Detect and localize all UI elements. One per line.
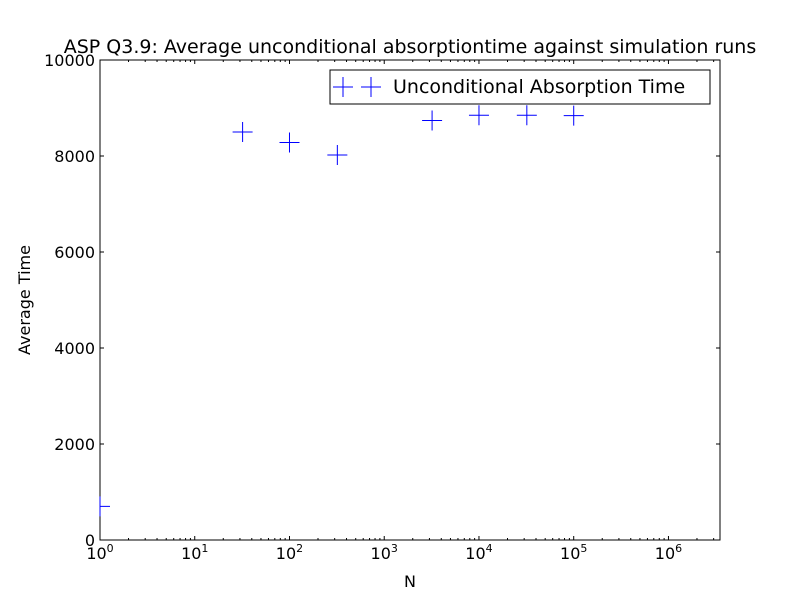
data-point (279, 132, 300, 153)
data-point (327, 145, 348, 166)
x-tick-label: 104 (465, 542, 492, 563)
x-tick-label: 103 (371, 542, 398, 563)
y-axis-label: Average Time (15, 245, 34, 355)
y-tick-label: 2000 (54, 435, 95, 454)
x-tick-label: 102 (276, 542, 303, 563)
data-point (468, 105, 489, 126)
x-tick-label: 105 (560, 542, 587, 563)
legend-box (329, 69, 711, 105)
y-tick-label: 10000 (44, 51, 95, 70)
x-axis-ticks: 100 101 102 103 104 105 106 (86, 60, 682, 563)
y-axis-ticks: 0 2000 4000 6000 8000 10000 (44, 51, 720, 550)
x-tick-label: 106 (655, 542, 682, 563)
x-tick-label: 101 (181, 542, 208, 563)
legend-marker (333, 77, 353, 97)
x-axis-label: N (404, 572, 416, 591)
plot-area (99, 59, 721, 541)
plot-frame (99, 59, 721, 541)
data-point (422, 110, 443, 131)
legend-label: Unconditional Absorption Time (393, 76, 685, 98)
data-point (516, 105, 537, 126)
y-tick-label: 6000 (54, 243, 95, 262)
chart-title: ASP Q3.9: Average unconditional absorpti… (64, 36, 757, 58)
y-tick-label: 0 (85, 531, 95, 550)
series (99, 105, 584, 517)
data-point (99, 496, 110, 517)
legend: Unconditional Absorption Time (329, 69, 711, 105)
x-minor-ticks (128, 60, 715, 540)
x-tick-label: 100 (86, 542, 113, 563)
data-point (563, 105, 584, 126)
data-point (232, 122, 253, 142)
y-tick-label: 8000 (54, 147, 95, 166)
legend-marker (361, 77, 381, 97)
legend-markers (333, 77, 381, 97)
series-layer (99, 105, 584, 517)
y-tick-label: 4000 (54, 339, 95, 358)
